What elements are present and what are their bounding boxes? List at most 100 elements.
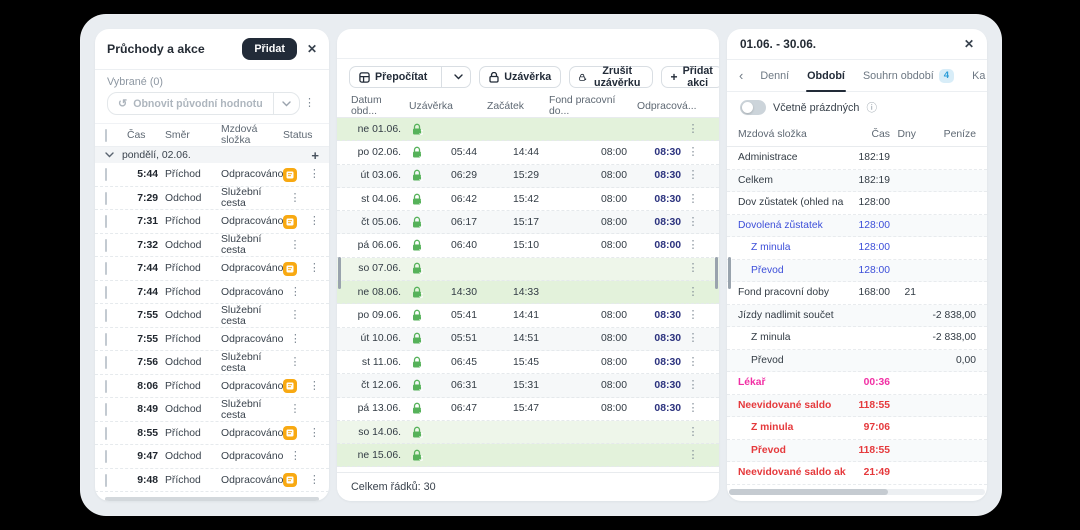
row-menu-icon[interactable]: ⋮ bbox=[687, 402, 699, 415]
row-menu-icon[interactable]: ⋮ bbox=[308, 473, 320, 486]
row-menu-icon[interactable]: ⋮ bbox=[687, 355, 699, 368]
daily-row[interactable]: ne 15.06. ⋮ bbox=[337, 444, 719, 468]
passage-row[interactable]: 7:56 Odchod Služební cesta ⋮ bbox=[95, 351, 329, 375]
daily-row[interactable]: ne 08.06. 14:30 14:33 ⋮ bbox=[337, 281, 719, 305]
tab[interactable]: Denní bbox=[759, 60, 790, 91]
recalculate-button[interactable]: Přepočítat bbox=[349, 66, 472, 88]
row-menu-icon[interactable]: ⋮ bbox=[687, 285, 699, 298]
row-checkbox[interactable] bbox=[105, 356, 107, 370]
row-menu-icon[interactable]: ⋮ bbox=[687, 332, 699, 345]
restore-original-button[interactable]: ↺ Obnovit původní hodnotu bbox=[107, 92, 300, 115]
row-menu-icon[interactable]: ⋮ bbox=[289, 450, 301, 463]
daily-row[interactable]: čt 05.06. 06:17 15:17 08:00 08:30 ⋮ bbox=[337, 211, 719, 235]
daily-row[interactable]: st 11.06. 06:45 15:45 08:00 08:30 ⋮ bbox=[337, 351, 719, 375]
row-menu-icon[interactable]: ⋮ bbox=[289, 309, 301, 322]
row-checkbox[interactable] bbox=[105, 285, 107, 299]
row-menu-icon[interactable]: ⋮ bbox=[289, 332, 301, 345]
row-menu-icon[interactable]: ⋮ bbox=[289, 403, 301, 416]
daily-row[interactable]: út 10.06. 05:51 14:51 08:00 08:30 ⋮ bbox=[337, 327, 719, 351]
row-menu-icon[interactable]: ⋮ bbox=[289, 191, 301, 204]
row-menu-icon[interactable]: ⋮ bbox=[687, 215, 699, 228]
row-menu-icon[interactable]: ⋮ bbox=[308, 262, 320, 275]
row-menu-icon[interactable]: ⋮ bbox=[687, 169, 699, 182]
vertical-scrollbar[interactable] bbox=[728, 257, 731, 289]
include-empty-toggle[interactable] bbox=[740, 100, 766, 115]
row-menu-icon[interactable]: ⋮ bbox=[687, 309, 699, 322]
row-checkbox[interactable] bbox=[105, 191, 107, 205]
daily-row[interactable]: pá 06.06. 06:40 15:10 08:00 08:00 ⋮ bbox=[337, 234, 719, 258]
unlocked-icon bbox=[409, 239, 435, 252]
daily-row[interactable]: čt 12.06. 06:31 15:31 08:00 08:30 ⋮ bbox=[337, 374, 719, 398]
select-all-checkbox[interactable] bbox=[105, 128, 107, 142]
selection-menu-icon[interactable]: ⋮ bbox=[304, 97, 315, 109]
daily-row[interactable]: út 03.06. 06:29 15:29 08:00 08:30 ⋮ bbox=[337, 164, 719, 188]
cancel-closure-button[interactable]: Zrušit uzávěrku bbox=[569, 65, 653, 89]
passage-row[interactable]: 7:31 Příchod Odpracováno ⋮ bbox=[95, 210, 329, 234]
day-group-row[interactable]: pondělí, 02.06. + bbox=[95, 147, 329, 164]
passage-row[interactable]: 8:55 Příchod Odpracováno ⋮ bbox=[95, 422, 329, 446]
tabs-prev-icon[interactable]: ‹ bbox=[739, 68, 744, 83]
vertical-scrollbar[interactable] bbox=[715, 257, 718, 289]
daily-row[interactable]: so 14.06. ⋮ bbox=[337, 420, 719, 445]
row-checkbox[interactable] bbox=[105, 168, 107, 182]
row-menu-icon[interactable]: ⋮ bbox=[687, 122, 699, 135]
tab[interactable]: Souhrn období 4 bbox=[862, 60, 955, 91]
passage-row[interactable]: 7:55 Odchod Služební cesta ⋮ bbox=[95, 304, 329, 328]
row-menu-icon[interactable]: ⋮ bbox=[289, 238, 301, 251]
horizontal-scrollbar[interactable] bbox=[729, 488, 888, 495]
row-menu-icon[interactable]: ⋮ bbox=[289, 356, 301, 369]
passage-row[interactable]: 8:06 Příchod Odpracováno ⋮ bbox=[95, 375, 329, 399]
passage-row[interactable]: 9:47 Odchod Odpracováno ⋮ bbox=[95, 445, 329, 469]
row-menu-icon[interactable]: ⋮ bbox=[687, 378, 699, 391]
add-action-button[interactable]: + Přidat akci bbox=[660, 65, 719, 89]
row-checkbox[interactable] bbox=[105, 426, 107, 440]
vertical-scrollbar[interactable] bbox=[338, 257, 341, 289]
row-menu-icon[interactable]: ⋮ bbox=[687, 448, 699, 461]
tab[interactable]: Ka bbox=[971, 60, 986, 91]
daily-row[interactable]: ne 01.06. ⋮ bbox=[337, 118, 719, 142]
row-checkbox[interactable] bbox=[105, 450, 107, 464]
passage-row[interactable]: 7:44 Příchod Odpracováno ⋮ bbox=[95, 281, 329, 305]
row-menu-icon[interactable]: ⋮ bbox=[308, 426, 320, 439]
row-checkbox[interactable] bbox=[105, 473, 107, 487]
row-menu-icon[interactable]: ⋮ bbox=[687, 262, 699, 275]
daily-row[interactable]: pá 13.06. 06:47 15:47 08:00 08:30 ⋮ bbox=[337, 398, 719, 421]
passage-row[interactable]: 7:29 Odchod Služební cesta ⋮ bbox=[95, 187, 329, 211]
row-menu-icon[interactable]: ⋮ bbox=[687, 192, 699, 205]
row-checkbox[interactable] bbox=[105, 262, 107, 276]
row-menu-icon[interactable]: ⋮ bbox=[308, 168, 320, 181]
row-checkbox[interactable] bbox=[105, 403, 107, 417]
chevron-down-icon[interactable] bbox=[274, 93, 299, 114]
add-button[interactable]: Přidat bbox=[242, 38, 297, 60]
row-menu-icon[interactable]: ⋮ bbox=[687, 425, 699, 438]
row-start: 06:40 bbox=[450, 240, 477, 252]
row-checkbox[interactable] bbox=[105, 332, 107, 346]
row-checkbox[interactable] bbox=[105, 215, 107, 229]
daily-row[interactable]: po 09.06. 05:41 14:41 08:00 08:30 ⋮ bbox=[337, 304, 719, 328]
row-menu-icon[interactable]: ⋮ bbox=[308, 379, 320, 392]
daily-row[interactable]: so 07.06. ⋮ bbox=[337, 257, 719, 282]
row-menu-icon[interactable]: ⋮ bbox=[687, 145, 699, 158]
row-checkbox[interactable] bbox=[105, 238, 107, 252]
passage-row[interactable]: 5:44 Příchod Odpracováno ⋮ bbox=[95, 163, 329, 187]
closure-button[interactable]: Uzávěrka bbox=[479, 66, 562, 88]
unlocked-icon bbox=[409, 216, 435, 229]
row-menu-icon[interactable]: ⋮ bbox=[308, 215, 320, 228]
add-passage-icon[interactable]: + bbox=[311, 147, 319, 163]
row-menu-icon[interactable]: ⋮ bbox=[289, 285, 301, 298]
row-checkbox[interactable] bbox=[105, 309, 107, 323]
daily-row[interactable]: po 02.06. 05:44 14:44 08:00 08:30 ⋮ bbox=[337, 141, 719, 165]
passage-row[interactable]: 7:32 Odchod Služební cesta ⋮ bbox=[95, 234, 329, 258]
close-icon[interactable]: ✕ bbox=[306, 42, 317, 56]
row-checkbox[interactable] bbox=[105, 379, 107, 393]
row-menu-icon[interactable]: ⋮ bbox=[687, 239, 699, 252]
close-icon[interactable]: ✕ bbox=[963, 37, 974, 51]
tab[interactable]: Období bbox=[806, 60, 846, 92]
passage-row[interactable]: 9:48 Příchod Odpracováno ⋮ bbox=[95, 469, 329, 493]
daily-row[interactable]: st 04.06. 06:42 15:42 08:00 08:30 ⋮ bbox=[337, 188, 719, 212]
passage-row[interactable]: 8:49 Odchod Služební cesta ⋮ bbox=[95, 398, 329, 422]
passage-row[interactable]: 7:44 Příchod Odpracováno ⋮ bbox=[95, 257, 329, 281]
passage-row[interactable]: 7:55 Příchod Odpracováno ⋮ bbox=[95, 328, 329, 352]
horizontal-scrollbar[interactable] bbox=[105, 497, 319, 501]
chevron-down-icon[interactable] bbox=[447, 67, 470, 87]
